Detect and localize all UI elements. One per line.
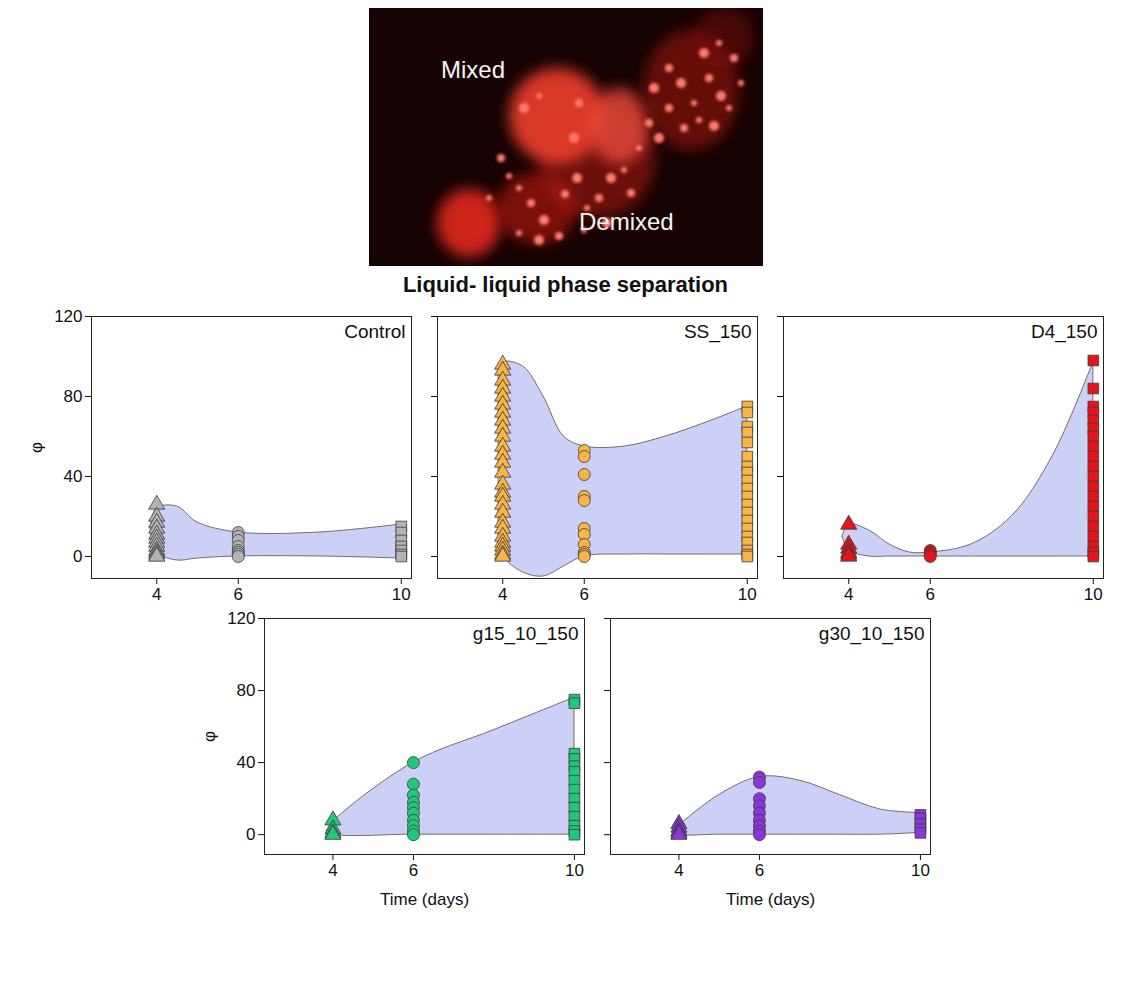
svg-text:4: 4 [674,861,683,880]
svg-text:g30_10_150: g30_10_150 [818,623,924,645]
svg-text:0: 0 [246,825,255,844]
svg-text:φ: φ [199,731,218,742]
html-text:Liquid- liquid phase separatio: Liquid- liquid phase separation [402,272,729,297]
svg-text:Time (days): Time (days) [725,890,814,909]
svg-text:10: 10 [910,861,929,880]
svg-text:φ: φ [26,442,45,453]
svg-text:0: 0 [73,547,82,566]
svg-text:6: 6 [233,585,242,604]
svg-text:SS_150: SS_150 [683,321,751,343]
svg-text:6: 6 [579,585,588,604]
svg-text:10: 10 [737,585,756,604]
svg-text:40: 40 [236,753,255,772]
svg-text:10: 10 [391,585,410,604]
svg-text:g15_10_150: g15_10_150 [472,623,578,645]
svg-text:4: 4 [328,861,337,880]
svg-text:6: 6 [408,861,417,880]
svg-text:Mixed: Mixed [441,56,505,83]
svg-text:10: 10 [1083,585,1102,604]
svg-text:80: 80 [236,681,255,700]
svg-text:120: 120 [227,609,255,628]
svg-text:6: 6 [754,861,763,880]
svg-text:4: 4 [843,585,852,604]
svg-text:120: 120 [54,307,82,326]
svg-text:40: 40 [63,467,82,486]
svg-text:4: 4 [151,585,160,604]
svg-text:80: 80 [63,387,82,406]
svg-text:D4_150: D4_150 [1030,321,1097,343]
svg-text:4: 4 [497,585,506,604]
svg-text:10: 10 [564,861,583,880]
svg-text:Control: Control [344,321,405,342]
svg-text:Demixed: Demixed [579,208,674,235]
svg-text:6: 6 [925,585,934,604]
svg-text:Time (days): Time (days) [379,890,468,909]
